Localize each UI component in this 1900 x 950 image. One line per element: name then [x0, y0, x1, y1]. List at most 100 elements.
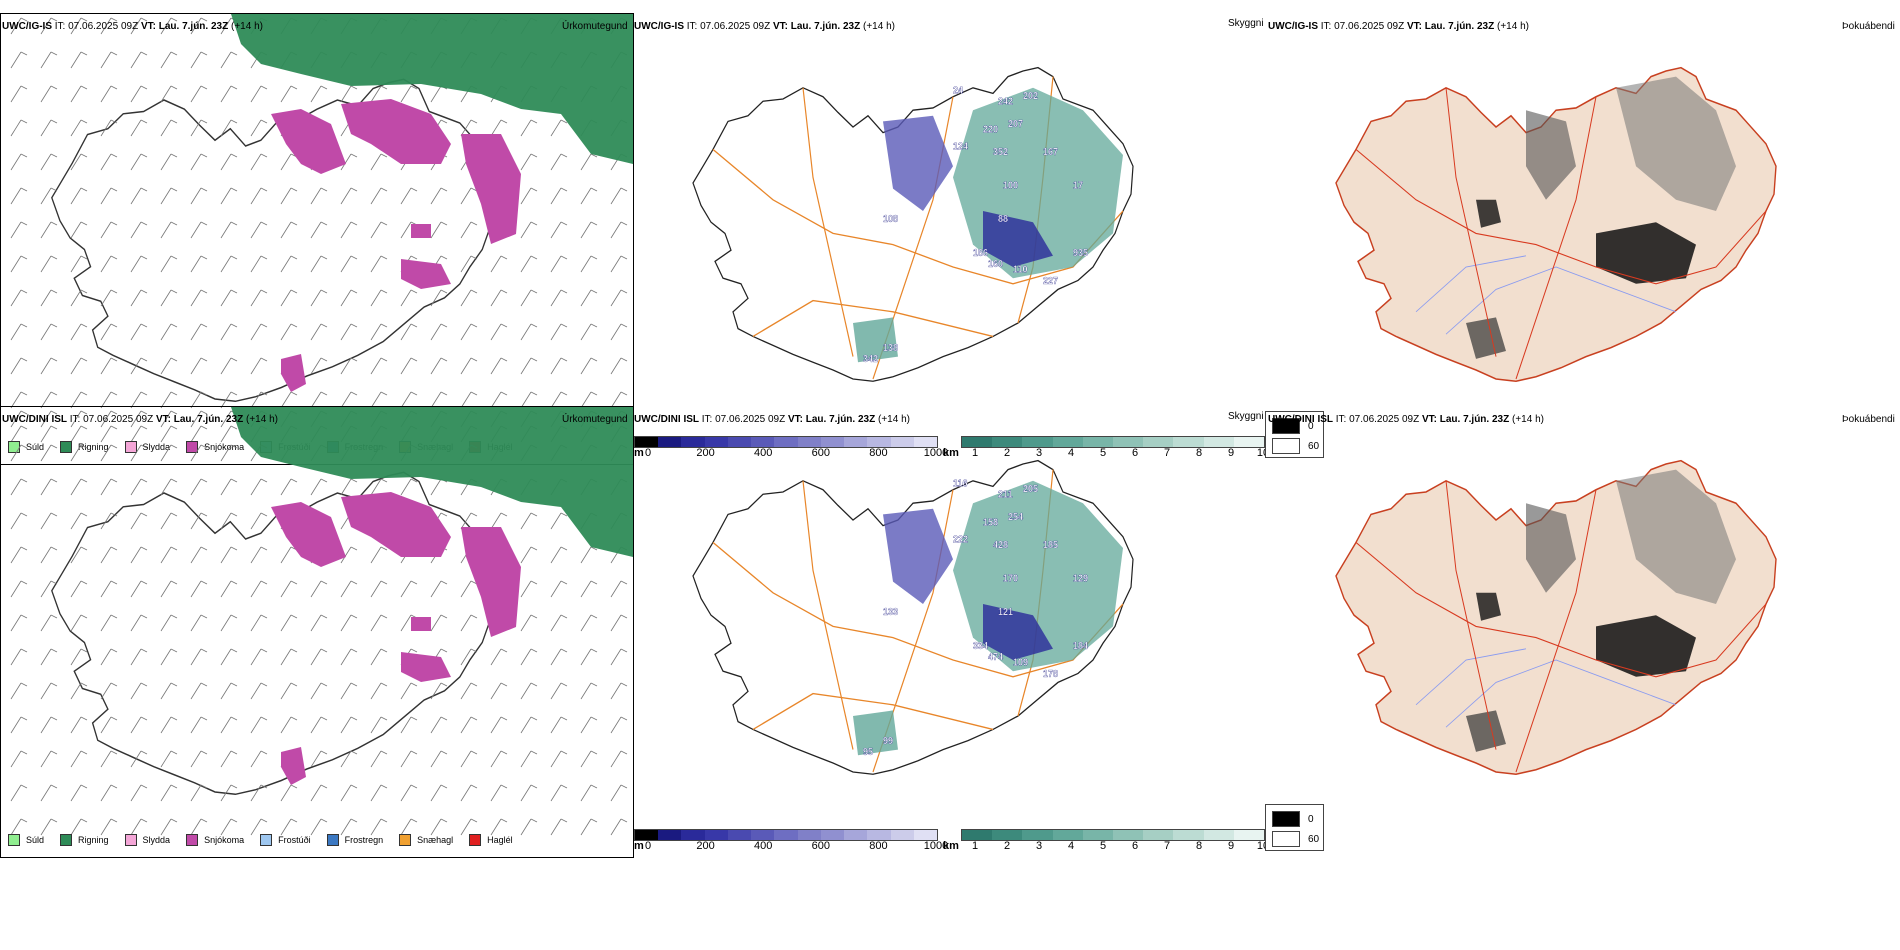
precip-height-panel: 242 202 207 220 167 124 352 100 88 186 160 110 227 93… — [633, 13, 1233, 433]
legend-item: Slydda — [124, 834, 171, 846]
cloud-swatch — [1272, 831, 1300, 847]
init-time: 07.06.2025 09Z — [1334, 21, 1405, 32]
valid-time: VT: Lau. 7.jún. 23Z — [140, 21, 229, 32]
colorbar-tick: 5 — [1099, 447, 1107, 459]
colorbar-cell — [1233, 437, 1265, 447]
colorbar-cell — [751, 437, 775, 447]
run-header-3: UWC/IG-IS IT: 07.06.2025 09Z VT: Lau. 7.… — [1268, 21, 1529, 32]
precip-value-label: 108 — [883, 214, 899, 226]
cloud-swatch — [1272, 811, 1300, 827]
precip-value-label: 133 — [883, 607, 898, 619]
legend-item: Frostúði — [260, 834, 311, 846]
fog-areas — [1466, 76, 1736, 359]
legend-swatch — [260, 834, 273, 846]
colorbar-tick: 200 — [696, 447, 715, 459]
colorbar-cell — [704, 830, 728, 840]
precip-value-label: 100 — [1003, 180, 1018, 192]
precip-value-label: 211 — [998, 489, 1013, 501]
colorbar-tick: 800 — [869, 447, 888, 459]
forecast-row: UWC/IG-IS IT: 07.06.2025 09Z VT: Lau. 7.… — [0, 13, 1895, 465]
fog-map — [1335, 66, 1777, 383]
iceland-outline — [51, 78, 502, 403]
init-label: IT: — [701, 414, 713, 425]
colorbar-cell — [1052, 830, 1083, 840]
model-name: UWC/IG-IS — [1268, 21, 1318, 32]
colorbar-tick: 9 — [1227, 447, 1235, 459]
legend-swatch — [124, 441, 137, 453]
precip-value-label: 129 — [1073, 573, 1088, 585]
precip-value-label: 170 — [1003, 573, 1018, 585]
legend-swatch — [399, 834, 412, 846]
lead-time: (+14 h) — [231, 21, 263, 32]
km-unit: km — [943, 840, 959, 852]
colorbar-cell — [1143, 437, 1174, 447]
init-time: 07.06.2025 09Z — [700, 21, 771, 32]
precip-type-panel — [0, 406, 634, 858]
precip-value-label: 160 — [988, 259, 1003, 271]
cloud-swatch — [1272, 418, 1300, 434]
height-unit: m — [634, 840, 644, 852]
init-time: 07.06.2025 09Z — [83, 414, 154, 425]
precip-value-label: 222 — [953, 534, 968, 546]
precip-type-map — [10, 14, 633, 443]
colorbar-cell — [1052, 437, 1083, 447]
precip-value-label: 99 — [883, 736, 893, 748]
precip-value-label: 109 — [1013, 657, 1028, 669]
colorbar-cell — [681, 437, 705, 447]
height-colorbar — [634, 829, 938, 841]
iceland-outline — [51, 471, 502, 796]
precip-value-label: 254 — [1008, 512, 1024, 524]
colorbar-cell — [913, 830, 938, 840]
precip-value-label: 474 — [988, 652, 1004, 664]
colorbar-tick: 5 — [1099, 840, 1107, 852]
lead-time: (+14 h) — [246, 414, 278, 425]
legend-swatch — [60, 834, 73, 846]
legend-label: Frostregn — [344, 835, 384, 845]
colorbar-cell — [1173, 437, 1204, 447]
colorbar-cell — [820, 437, 845, 447]
colorbar-cell — [962, 830, 993, 840]
legend-label: Snjókoma — [204, 835, 245, 845]
colorbar-cell — [1082, 830, 1114, 840]
precip-value-label: 167 — [1043, 147, 1058, 159]
precip-value-label: 110 — [1013, 264, 1028, 276]
colorbar-tick: 1000 — [923, 447, 949, 459]
init-time: 07.06.2025 09Z — [1349, 414, 1420, 425]
colorbar-cell — [1203, 830, 1234, 840]
colorbar-cell — [962, 437, 993, 447]
legend-swatch — [326, 834, 339, 846]
init-time: 07.06.2025 09Z — [715, 414, 786, 425]
colorbar-cell — [820, 830, 845, 840]
legend-item: Slydda — [124, 441, 170, 453]
fog-map — [1335, 459, 1777, 776]
rain-area — [231, 407, 633, 557]
colorbar-cell — [681, 830, 705, 840]
colorbar-tick: 4 — [1067, 447, 1075, 459]
cloud-label: Skyggni — [1228, 411, 1264, 422]
colorbar-cell — [890, 830, 914, 840]
cloud-value: 0 — [1308, 813, 1314, 825]
legend-item: Súld — [8, 834, 44, 846]
init-label: IT: — [69, 414, 81, 425]
legend-item: Frostregn — [326, 834, 384, 846]
run-header: UWC/DINI ISL IT: 07.06.2025 09Z VT: Lau.… — [2, 414, 278, 425]
colorbar-cell — [751, 830, 775, 840]
init-label: IT: — [54, 21, 66, 32]
km-unit: km — [943, 447, 959, 459]
legend-label: Slydda — [142, 835, 171, 845]
precip-value-label: 116 — [953, 478, 968, 490]
precip-value-label: 95 — [863, 747, 874, 759]
colorbar-cell — [1173, 830, 1204, 840]
precip-value-label: 205 — [1023, 484, 1039, 496]
rivers — [1415, 255, 1677, 335]
cloud-swatch — [1272, 438, 1300, 454]
colorbar-tick: 2 — [1003, 447, 1011, 459]
legend-swatch — [186, 441, 199, 453]
run-header-3: UWC/DINI ISL IT: 07.06.2025 09Z VT: Lau.… — [1268, 414, 1544, 425]
legend-label: Haglél — [487, 835, 513, 845]
precip-value-label: 342 — [863, 354, 878, 366]
legend-item: Rigning — [60, 834, 109, 846]
